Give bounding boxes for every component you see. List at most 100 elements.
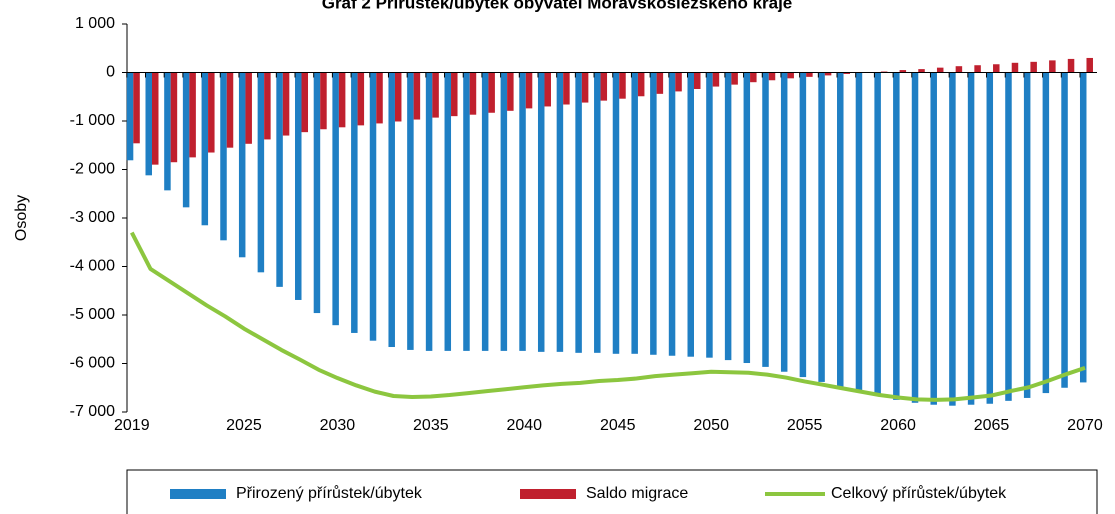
bar [631,72,638,354]
bar [519,72,526,351]
bar [750,72,757,83]
chart-title: Graf 2 Přírůstek/úbytek obyvatel Moravsk… [322,0,793,12]
bar [1086,57,1093,73]
y-tick-label: 1 000 [75,15,115,32]
bar [949,72,956,406]
bar [537,72,545,352]
bar [145,72,152,176]
bar [974,65,981,73]
bar [338,72,346,128]
bar [451,72,458,117]
bar [320,72,327,130]
bar [668,72,676,356]
bar [282,72,290,136]
bar [918,69,925,73]
bar [930,72,937,405]
bar [544,72,551,107]
bar [893,72,900,400]
bar [706,72,713,358]
bar [126,72,134,161]
bar [986,72,994,404]
bar [189,72,196,158]
bar [612,72,620,354]
bar [687,72,694,357]
line [130,231,1086,402]
bar [1005,72,1012,401]
bar [600,72,608,101]
bar [675,72,682,92]
bar [507,72,514,111]
bar [488,72,495,113]
bar [525,72,533,109]
bar [238,72,246,258]
y-tick-label: -1 000 [70,112,115,129]
bar [351,72,358,333]
bar [369,72,377,341]
bar [1011,62,1019,73]
x-tick-label: 2055 [787,417,823,434]
bar [762,72,769,367]
bar [575,72,582,353]
legend-box [126,469,1098,514]
bar [357,72,365,126]
bar [444,72,452,351]
y-tick-label: -2 000 [70,161,115,178]
bar [899,70,907,73]
x-tick-label: 2035 [413,417,449,434]
bar [911,72,919,403]
bar [768,72,776,81]
bar [787,72,794,79]
x-tick-label: 2045 [600,417,636,434]
bar [376,72,383,124]
bar [993,64,1000,73]
bar [208,72,215,153]
bar [264,72,271,140]
legend-label: Saldo migrace [586,485,688,502]
bar [133,72,140,144]
bar [824,72,832,76]
y-tick-label: -3 000 [70,209,115,226]
bar [257,72,265,273]
bar [481,72,489,351]
x-tick-label: 2065 [974,417,1010,434]
x-tick-label: 2040 [506,417,542,434]
bar [806,72,813,77]
bar [843,72,851,74]
bar [637,72,645,97]
bar [650,72,657,355]
legend-swatch [520,489,576,499]
bar [855,72,863,392]
bar [313,72,321,314]
bar [563,72,570,105]
y-tick-label: -5 000 [70,306,115,323]
bar [201,72,209,226]
bar [693,72,701,89]
bar [556,72,564,352]
bar [245,72,252,144]
bar [724,72,732,361]
y-tick-label: 0 [106,64,115,81]
bar [581,72,589,103]
bar [394,72,402,122]
bar [874,72,881,396]
bar [469,72,477,115]
bar [500,72,508,351]
bar [712,72,720,87]
x-tick-label: 2025 [226,417,262,434]
bar [656,72,664,94]
x-tick-label: 2050 [693,417,729,434]
bar [967,72,975,405]
bar [955,66,963,73]
x-tick-label: 2019 [114,417,150,434]
bar [799,72,807,378]
bar [1042,72,1050,394]
bar [1023,72,1031,398]
bar [743,72,751,364]
bar [1061,72,1068,388]
bar [463,72,470,351]
legend-label: Celkový přírůstek/úbytek [831,484,1007,502]
bar [220,72,227,241]
bar [164,72,171,191]
x-tick-label: 2060 [880,417,916,434]
bar [619,72,626,99]
